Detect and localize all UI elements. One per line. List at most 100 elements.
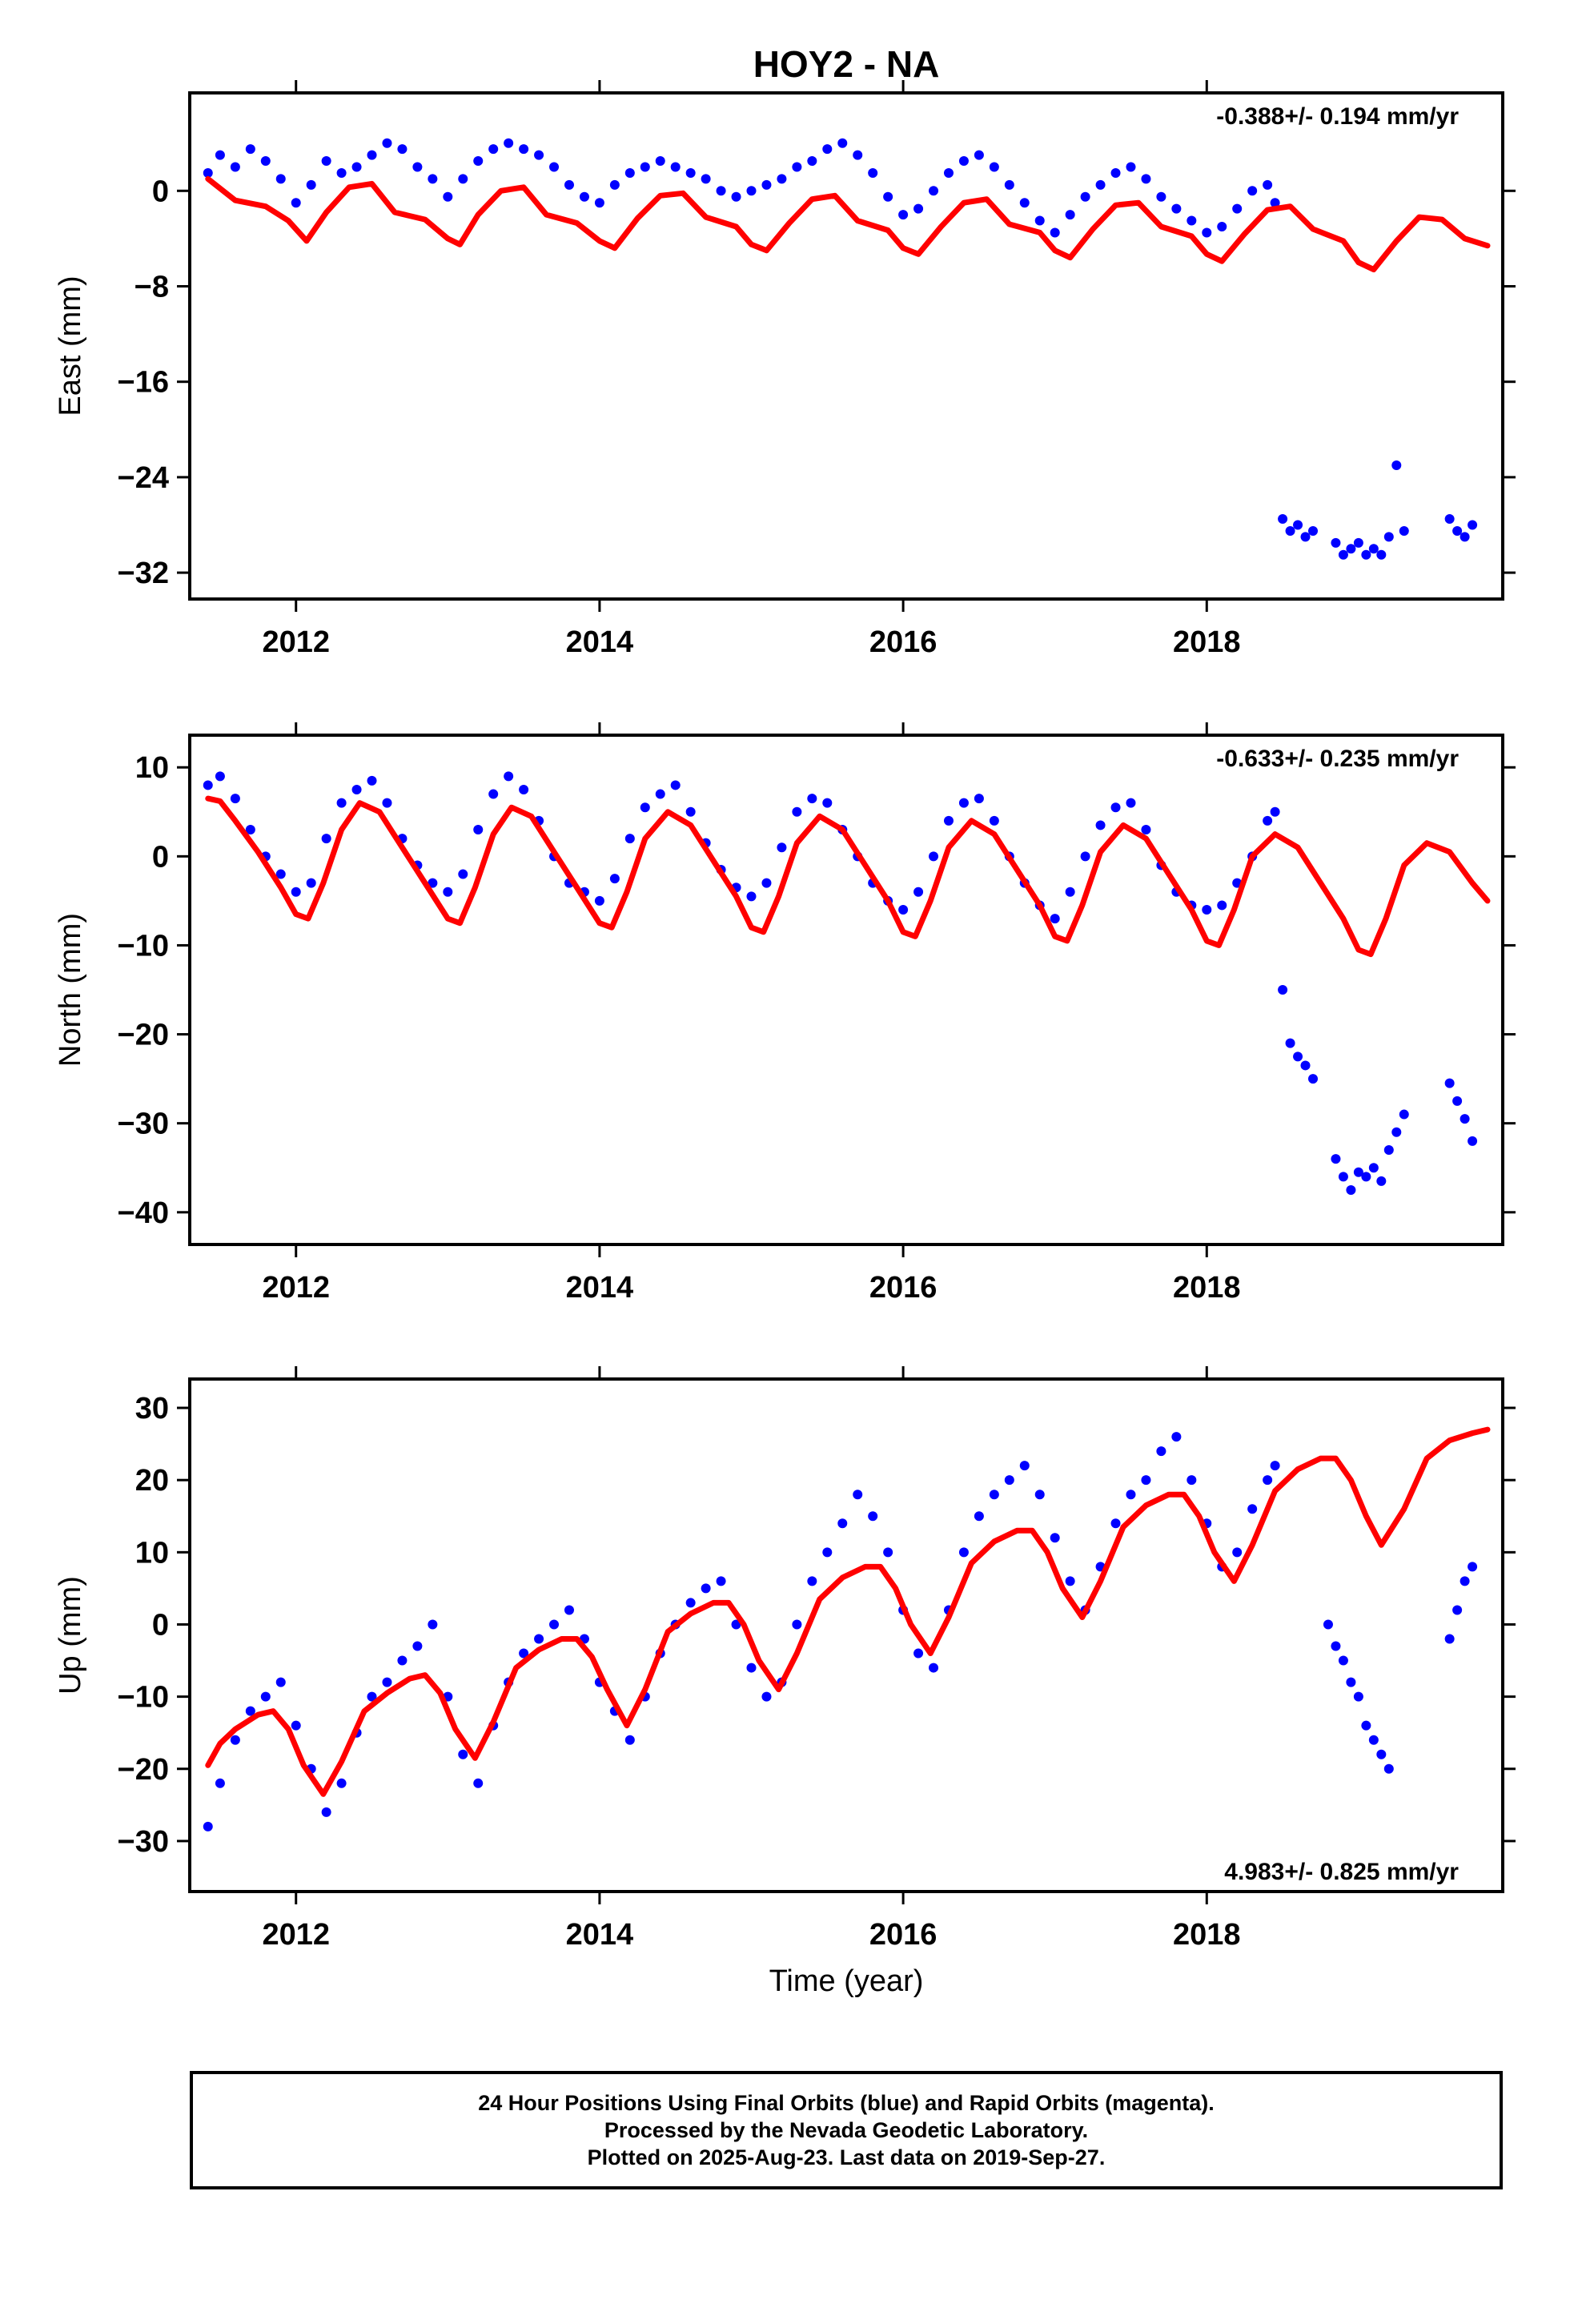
data-point [974, 794, 984, 804]
data-point [1232, 203, 1243, 214]
data-point [1452, 1096, 1463, 1106]
data-point [913, 887, 924, 897]
data-point [275, 1677, 286, 1687]
data-point [1391, 1127, 1402, 1137]
data-point [260, 1691, 271, 1702]
data-point [549, 1619, 560, 1630]
footer-box: 24 Hour Positions Using Final Orbits (bl… [190, 2071, 1503, 2189]
data-point [1278, 985, 1288, 995]
data-point [519, 1648, 529, 1659]
data-point [1263, 179, 1273, 190]
y-tick-label: −20 [118, 1019, 169, 1052]
data-point [670, 780, 681, 790]
data-point [306, 179, 316, 190]
y-tick-label: 30 [135, 1392, 169, 1425]
data-point [777, 174, 787, 184]
data-point [230, 1735, 240, 1745]
data-point [974, 1511, 984, 1522]
data-point [1383, 1763, 1394, 1774]
data-point [275, 869, 286, 879]
data-point [1110, 167, 1121, 178]
y-tick-label: −40 [118, 1196, 169, 1230]
data-point [792, 806, 802, 817]
data-point [291, 1720, 301, 1731]
data-point [1019, 198, 1030, 208]
data-point [1156, 191, 1166, 202]
data-point [245, 144, 255, 155]
data-point [1368, 1163, 1379, 1173]
data-point [1217, 222, 1227, 231]
data-point [1171, 1432, 1182, 1442]
data-point [1186, 215, 1197, 226]
footer-line-2: Processed by the Nevada Geodetic Laborat… [604, 2118, 1089, 2142]
plot-frame [188, 734, 1504, 1246]
data-point [245, 1706, 255, 1716]
data-point [1338, 549, 1348, 560]
data-point [1080, 851, 1090, 862]
data-point [761, 1691, 772, 1702]
data-point [291, 198, 301, 208]
data-point [1263, 815, 1273, 826]
footer-line-1: 24 Hour Positions Using Final Orbits (bl… [478, 2091, 1215, 2115]
x-axis-label: Time (year) [769, 1964, 924, 1998]
data-point [1444, 1634, 1455, 1644]
data-point [367, 775, 377, 786]
final-orbit-points [203, 1432, 1478, 1831]
data-point [473, 156, 484, 167]
data-point [245, 825, 255, 834]
data-point [1460, 1114, 1470, 1124]
data-point [428, 1619, 438, 1630]
data-point [203, 167, 213, 178]
x-tick-label: 2016 [869, 1271, 938, 1305]
data-point [989, 815, 999, 826]
data-point [1034, 215, 1045, 226]
data-point [1444, 1078, 1455, 1088]
data-point [958, 798, 969, 808]
data-point [1331, 537, 1341, 548]
data-point [1186, 1475, 1197, 1486]
x-tick-label: 2018 [1173, 1918, 1241, 1952]
data-point [883, 1547, 893, 1558]
data-point [1468, 1562, 1478, 1572]
data-point [351, 162, 362, 172]
data-point [670, 162, 681, 172]
x-tick-label: 2018 [1173, 625, 1241, 659]
data-point [1331, 1641, 1341, 1651]
data-point [458, 869, 468, 879]
data-point [761, 878, 772, 888]
data-point [594, 198, 604, 208]
data-point [1126, 798, 1136, 808]
data-point [397, 144, 408, 155]
rate-annotation: -0.633+/- 0.235 mm/yr [1216, 746, 1459, 772]
data-point [1376, 1749, 1387, 1759]
data-point [504, 771, 514, 782]
data-point [1034, 1490, 1045, 1500]
x-tick-label: 2018 [1173, 1271, 1241, 1305]
data-point [336, 798, 347, 808]
data-point [1004, 179, 1014, 190]
y-tick-label: −32 [118, 557, 169, 590]
data-point [488, 144, 499, 155]
y-tick-label: −24 [118, 461, 169, 495]
y-tick-label: 0 [152, 1608, 169, 1642]
data-point [1331, 1154, 1341, 1164]
data-point [1468, 520, 1478, 530]
data-point [792, 1619, 802, 1630]
data-point [203, 1821, 213, 1831]
data-point [640, 162, 650, 172]
data-point [260, 156, 271, 167]
data-point [412, 1641, 423, 1651]
data-point [777, 842, 787, 853]
data-point [1202, 227, 1212, 238]
x-tick-label: 2016 [869, 625, 938, 659]
final-orbit-points [203, 138, 1478, 560]
data-point [519, 144, 529, 155]
data-point [1110, 802, 1121, 813]
rate-annotation: 4.983+/- 0.825 mm/yr [1224, 1859, 1459, 1885]
data-point [746, 891, 757, 902]
x-tick-label: 2016 [869, 1918, 938, 1952]
data-point [655, 156, 665, 167]
y-tick-label: 20 [135, 1464, 169, 1498]
data-point [1217, 900, 1227, 911]
data-point [1368, 544, 1379, 554]
